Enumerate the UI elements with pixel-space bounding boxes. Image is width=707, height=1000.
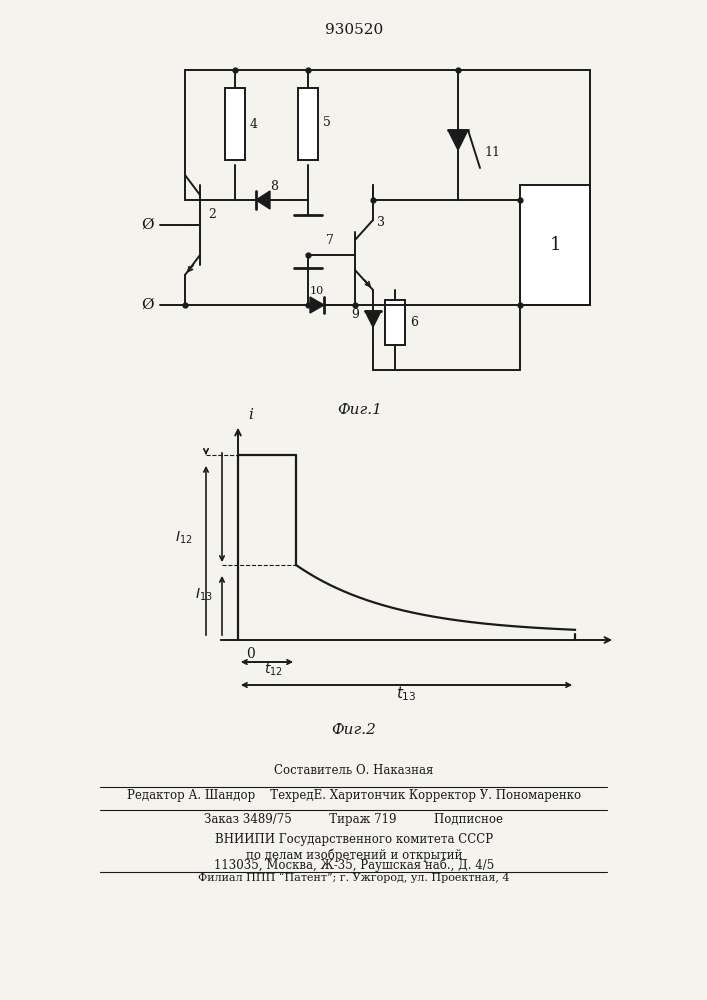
Text: 4: 4: [250, 118, 258, 131]
Text: 2: 2: [208, 209, 216, 222]
Text: Редактор А. Шандор    ТехредЕ. Харитончик Корректор У. Пономаренко: Редактор А. Шандор ТехредЕ. Харитончик К…: [127, 788, 581, 802]
Text: Заказ 3489/75          Тираж 719          Подписное: Заказ 3489/75 Тираж 719 Подписное: [204, 814, 503, 826]
Text: $t_{12}$: $t_{12}$: [264, 662, 282, 678]
Polygon shape: [256, 191, 270, 209]
Bar: [298, 88, 318, 160]
Bar: [520, 185, 590, 305]
Text: Составитель О. Наказная: Составитель О. Наказная: [274, 764, 433, 776]
Text: Ø: Ø: [141, 218, 154, 232]
Bar: [225, 88, 245, 160]
Text: $I_{13}$: $I_{13}$: [195, 586, 213, 603]
Text: Филиал ППП “Патент”; г. Ужгород, ул. Проектная, 4: Филиал ППП “Патент”; г. Ужгород, ул. Про…: [198, 873, 510, 883]
Text: 8: 8: [270, 180, 278, 192]
Text: 6: 6: [410, 316, 418, 328]
Text: 10: 10: [310, 286, 324, 296]
Text: 7: 7: [326, 233, 334, 246]
Text: $I_{12}$: $I_{12}$: [175, 529, 193, 546]
Polygon shape: [365, 311, 381, 327]
Text: $t_{13}$: $t_{13}$: [396, 685, 417, 703]
Text: Фиг.2: Фиг.2: [332, 723, 376, 737]
Text: Ø: Ø: [141, 298, 154, 312]
Polygon shape: [448, 130, 468, 150]
Text: 11: 11: [484, 145, 500, 158]
Text: 1: 1: [549, 236, 561, 254]
Text: i: i: [248, 408, 253, 422]
Text: 113035, Москва, Ж-35, Раушская наб., Д. 4/5: 113035, Москва, Ж-35, Раушская наб., Д. …: [214, 858, 494, 872]
Text: по делам изобретений и открытий: по делам изобретений и открытий: [246, 848, 462, 862]
Text: ВНИИПИ Государственного комитета СССР: ВНИИПИ Государственного комитета СССР: [215, 834, 493, 846]
Bar: [385, 300, 405, 345]
Text: 5: 5: [323, 116, 331, 129]
Polygon shape: [310, 297, 324, 313]
Text: 3: 3: [377, 216, 385, 229]
Text: Фиг.1: Фиг.1: [337, 403, 382, 417]
Text: 930520: 930520: [325, 23, 383, 37]
Text: 0: 0: [246, 647, 255, 661]
Text: 9: 9: [351, 308, 359, 322]
